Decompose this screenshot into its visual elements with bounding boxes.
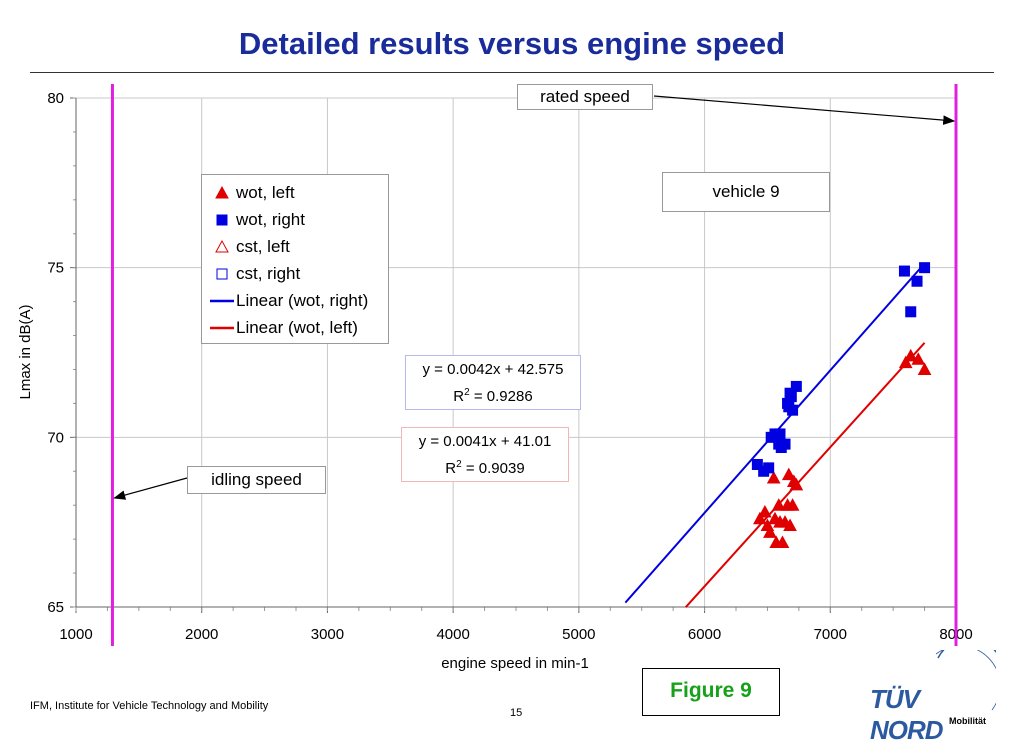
rated-speed-callout: rated speed xyxy=(517,84,653,110)
legend-label: Linear (wot, right) xyxy=(236,290,369,310)
legend-label: Linear (wot, left) xyxy=(236,317,358,337)
data-point xyxy=(785,498,800,511)
logo-arc-icon xyxy=(935,650,996,711)
legend-item: wot, left xyxy=(208,179,382,206)
data-point xyxy=(905,306,917,318)
data-point xyxy=(903,348,918,362)
data-point xyxy=(753,511,767,525)
data-point xyxy=(911,352,926,365)
y-tick-label: 70 xyxy=(47,429,64,446)
rated-speed-label: rated speed xyxy=(540,87,630,106)
logo-subtext: Mobilität xyxy=(949,716,986,726)
legend-label: wot, left xyxy=(236,182,295,202)
regression-box-right: y = 0.0042x + 42.575 R2 = 0.9286 xyxy=(405,355,581,410)
data-point xyxy=(781,467,796,481)
data-point xyxy=(763,525,777,538)
y-tick-label: 80 xyxy=(47,90,64,107)
figure-label: Figure 9 xyxy=(642,668,780,716)
equation-right: y = 0.0042x + 42.575 xyxy=(422,361,564,378)
legend-marker-sample xyxy=(215,239,229,252)
idling-speed-label: idling speed xyxy=(211,470,302,489)
data-point xyxy=(758,504,772,518)
callout-arrows xyxy=(113,95,956,500)
legend-item: Linear (wot, right) xyxy=(208,287,382,314)
axes: 1000200030004000500060007000800065707580 xyxy=(47,90,972,643)
engine-speed-chart: 1000200030004000500060007000800065707580… xyxy=(17,84,973,672)
regression-box-left: y = 0.0041x + 41.01 R2 = 0.9039 xyxy=(401,427,569,482)
triangle-filled-icon xyxy=(208,185,236,201)
legend-item: Linear (wot, left) xyxy=(208,314,382,341)
x-tick-label: 7000 xyxy=(814,626,847,643)
square-filled-icon xyxy=(208,212,236,228)
x-tick-label: 2000 xyxy=(185,626,218,643)
chart-legend: wot, left wot, right cst, left cst, right Li… xyxy=(201,174,389,344)
y-tick-label: 75 xyxy=(47,260,64,277)
data-point xyxy=(919,262,931,274)
square-open-icon xyxy=(208,266,236,282)
legend-marker-sample xyxy=(215,185,229,198)
title-divider xyxy=(30,72,994,73)
legend-label: wot, right xyxy=(236,209,305,229)
x-tick-label: 1000 xyxy=(59,626,92,643)
y-axis-label: Lmax in dB(A) xyxy=(17,304,34,399)
page-number: 15 xyxy=(510,707,523,719)
data-point xyxy=(779,438,791,450)
data-point xyxy=(785,391,797,403)
r-squared-left: R2 = 0.9039 xyxy=(445,459,525,477)
data-point xyxy=(751,458,763,470)
x-axis-label: engine speed in min-1 xyxy=(441,655,589,672)
speed-marker-lines xyxy=(110,84,958,646)
vehicle-label: vehicle 9 xyxy=(712,182,780,201)
legend-marker-sample xyxy=(216,214,228,225)
x-tick-label: 3000 xyxy=(311,626,344,643)
triangle-open-icon xyxy=(208,239,236,255)
legend-item: wot, right xyxy=(208,206,382,233)
legend-item: cst, right xyxy=(208,260,382,287)
data-point xyxy=(898,355,913,369)
legend-label: cst, left xyxy=(236,236,290,256)
x-tick-label: 5000 xyxy=(562,626,595,643)
r-squared-right: R2 = 0.9286 xyxy=(453,387,533,405)
idling-speed-callout: idling speed xyxy=(187,466,326,494)
x-tick-label: 6000 xyxy=(688,626,721,643)
data-point xyxy=(783,518,797,532)
footer-institute: IFM, Institute for Vehicle Technology an… xyxy=(30,700,269,712)
idling-speed-arrow xyxy=(113,477,188,500)
x-tick-label: 4000 xyxy=(436,626,469,643)
data-markers xyxy=(751,262,932,549)
legend-label: cst, right xyxy=(236,263,301,283)
vehicle-label-box: vehicle 9 xyxy=(662,172,830,212)
rated-speed-arrow xyxy=(653,95,956,125)
trend-line xyxy=(684,342,926,608)
data-point xyxy=(789,477,804,491)
line-icon xyxy=(208,320,236,336)
data-point xyxy=(774,428,786,440)
data-point xyxy=(911,275,923,287)
data-point xyxy=(763,462,775,474)
data-point xyxy=(766,471,781,484)
data-point xyxy=(775,535,790,549)
page-title: Detailed results versus engine speed xyxy=(238,26,786,61)
data-point xyxy=(917,362,932,375)
legend-marker-sample xyxy=(216,268,228,279)
y-tick-label: 65 xyxy=(47,599,64,616)
data-point xyxy=(898,265,910,277)
data-point xyxy=(790,380,802,392)
equation-left: y = 0.0041x + 41.01 xyxy=(418,433,552,450)
legend-item: cst, left xyxy=(208,233,382,260)
tuv-nord-logo: TÜV NORD Mobilität xyxy=(866,650,996,745)
data-point xyxy=(771,498,786,511)
data-point xyxy=(787,404,799,416)
logo-text: TÜV NORD xyxy=(870,684,944,745)
line-icon xyxy=(208,293,236,309)
